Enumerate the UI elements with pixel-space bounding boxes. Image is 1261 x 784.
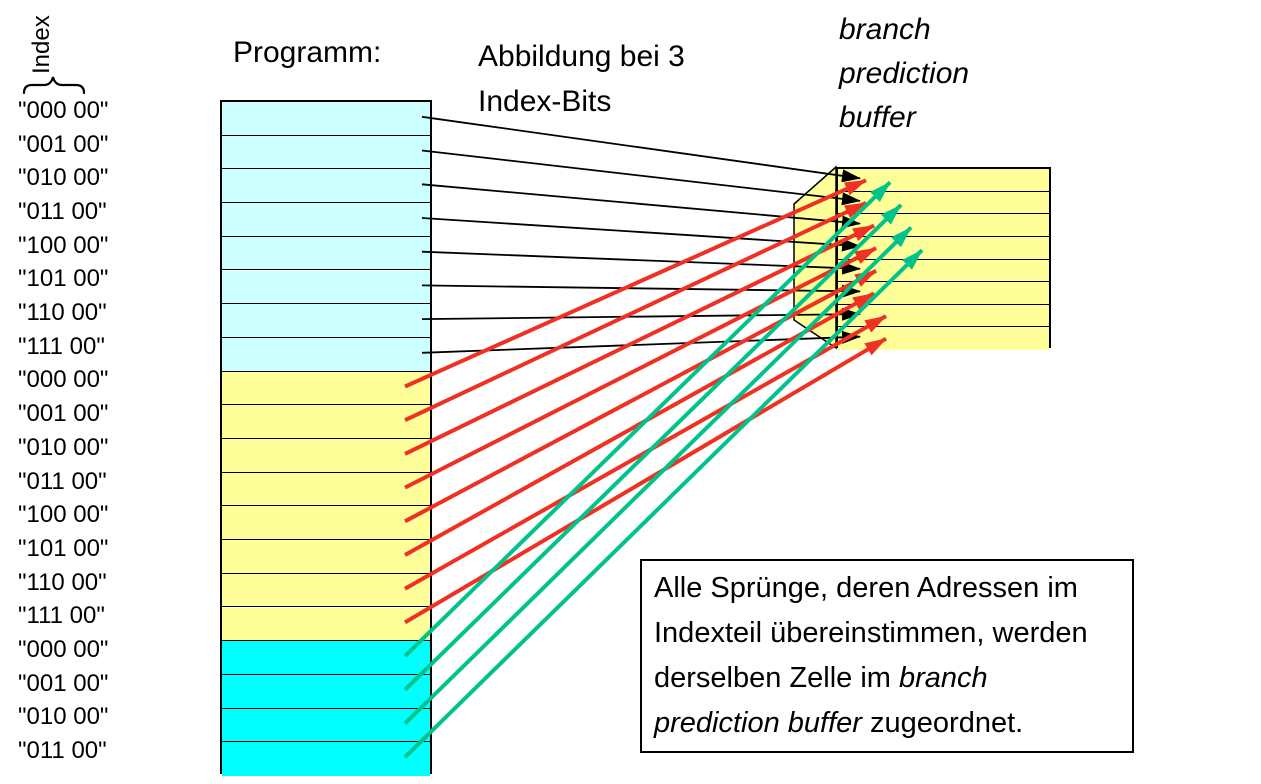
address-label: "110 00": [18, 568, 107, 596]
address-label: "011 00": [18, 737, 107, 765]
buffer-title-line2: prediction: [839, 57, 970, 90]
black-mapping-arrow: [421, 149, 861, 206]
program-column: [220, 100, 432, 776]
program-row: [222, 573, 430, 608]
black-mapping-arrow: [421, 183, 861, 229]
address-label: "011 00": [18, 467, 107, 495]
red-mapping-arrow: [404, 291, 875, 557]
mapping-title: Abbildung bei 3 Index-Bits: [478, 34, 685, 124]
program-row: [222, 203, 430, 237]
mapping-title-line1: Abbildung bei 3: [478, 40, 685, 73]
program-row: [222, 304, 430, 338]
red-mapping-arrow: [404, 314, 887, 591]
buffer-title: branch prediction buffer: [839, 8, 969, 140]
program-row: [222, 439, 430, 473]
black-mapping-arrow: [421, 217, 861, 252]
address-label: "000 00": [18, 636, 109, 664]
note-box: Alle Sprünge, deren Adressen im Indextei…: [640, 559, 1134, 753]
address-label: "010 00": [18, 433, 109, 461]
address-label: "000 00": [18, 366, 109, 394]
buffer-cell: [838, 282, 1049, 305]
red-mapping-arrow: [404, 269, 877, 524]
program-row: [222, 270, 430, 305]
red-mapping-arrow: [404, 178, 867, 389]
buffer-input-funnel: [793, 165, 837, 350]
buffer-title-line1: branch: [839, 13, 931, 46]
program-row: [222, 708, 430, 743]
note-text-part1: Alle Sprünge, deren Adressen im Indextei…: [654, 572, 1088, 694]
red-mapping-arrows: [403, 178, 888, 625]
program-row: [222, 169, 430, 204]
address-label: "100 00": [18, 501, 109, 529]
address-label: "001 00": [18, 130, 109, 158]
program-row: [222, 371, 430, 406]
address-label: "010 00": [18, 164, 109, 192]
branch-prediction-buffer: [836, 167, 1051, 350]
buffer-cell: [838, 327, 1049, 350]
program-row: [222, 540, 430, 574]
program-row: [222, 236, 430, 271]
buffer-title-line3: buffer: [839, 101, 916, 134]
program-row: [222, 607, 430, 642]
address-label: "000 00": [18, 96, 109, 124]
note-text-italic: branch prediction buffer: [654, 662, 988, 739]
program-row: [222, 506, 430, 541]
program-row: [222, 742, 430, 776]
program-title: Programm:: [233, 36, 382, 69]
program-row: [222, 674, 430, 709]
program-row: [222, 337, 430, 372]
buffer-cell: [838, 191, 1049, 215]
index-brace-icon: [22, 76, 86, 95]
buffer-cell: [838, 236, 1049, 260]
black-mapping-arrow: [421, 250, 861, 275]
program-row: [222, 405, 430, 439]
address-label: "011 00": [18, 197, 107, 225]
mapping-title-line2: Index-Bits: [478, 85, 612, 118]
black-mapping-arrows: [421, 115, 861, 354]
program-row: [222, 135, 430, 170]
address-label: "111 00": [18, 332, 105, 360]
program-row: [222, 641, 430, 675]
note-text-part2: zugeordnet.: [861, 707, 1024, 739]
red-mapping-arrow: [404, 223, 875, 456]
black-mapping-arrow: [421, 330, 861, 354]
buffer-cell: [838, 169, 1049, 192]
address-label: "001 00": [18, 669, 109, 697]
black-mapping-arrow: [421, 284, 861, 298]
buffer-cell: [838, 304, 1049, 328]
address-label: "100 00": [18, 231, 109, 259]
buffer-cell: [838, 259, 1049, 283]
black-mapping-arrow: [421, 307, 861, 321]
address-label: "110 00": [18, 299, 107, 327]
address-label: "111 00": [18, 602, 105, 630]
black-mapping-arrow: [421, 115, 861, 183]
red-mapping-arrow: [404, 246, 877, 490]
address-label: "010 00": [18, 703, 109, 731]
program-row: [222, 102, 430, 136]
program-row: [222, 472, 430, 507]
red-mapping-arrow: [404, 201, 867, 423]
address-label: "101 00": [18, 265, 109, 293]
address-label: "101 00": [18, 534, 109, 562]
address-label: "001 00": [18, 400, 109, 428]
buffer-cell: [838, 214, 1049, 237]
